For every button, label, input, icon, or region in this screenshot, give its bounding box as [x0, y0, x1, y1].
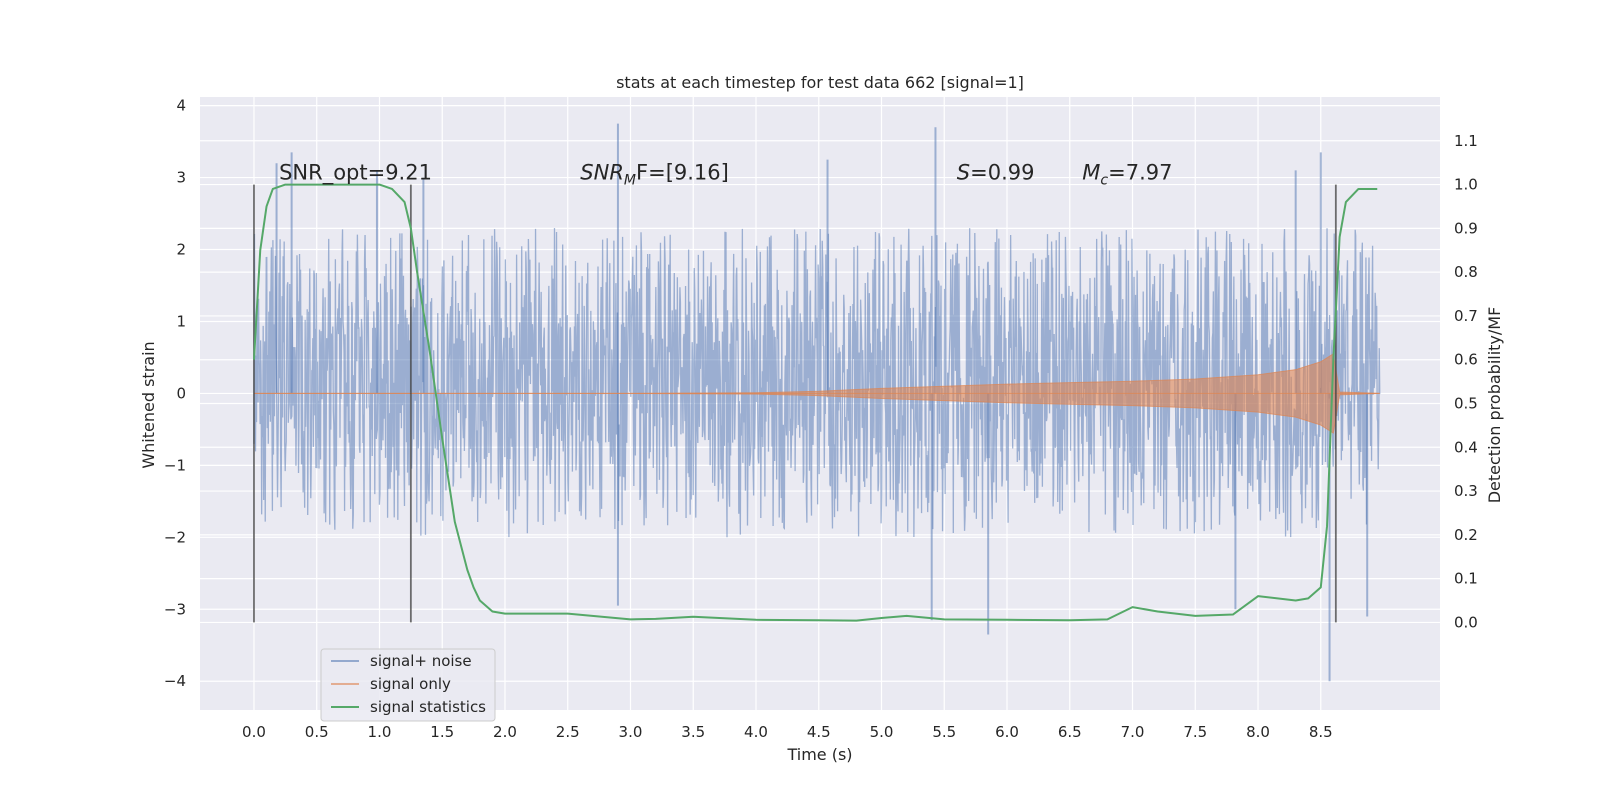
- x-tick-label: 5.5: [932, 723, 956, 741]
- y2-tick-label: 0.2: [1454, 526, 1478, 544]
- legend-label-stats: signal statistics: [370, 698, 486, 716]
- noise-trace: [253, 227, 1381, 538]
- x-tick-label: 5.0: [870, 723, 894, 741]
- y2-axis-label: Detection probability/MF: [1485, 307, 1504, 504]
- y2-tick-label: 1.1: [1454, 132, 1478, 150]
- y-tick-label: 2: [176, 241, 186, 259]
- legend-label-signal: signal only: [370, 675, 451, 693]
- x-tick-label: 4.0: [744, 723, 768, 741]
- annotation: Mc=7.97: [1082, 161, 1172, 189]
- x-tick-label: 2.5: [556, 723, 580, 741]
- x-tick-label: 6.0: [995, 723, 1019, 741]
- x-tick-label: 6.5: [1058, 723, 1082, 741]
- x-tick-label: 8.0: [1246, 723, 1270, 741]
- x-tick-label: 4.5: [807, 723, 831, 741]
- annotations: SNR_opt=9.21 SNRMF=[9.16] S=0.99 Mc=7.97: [279, 161, 1172, 189]
- vertical-markers: [253, 184, 1337, 623]
- legend-box: [320, 648, 496, 722]
- y-tick-label: 0: [176, 384, 186, 402]
- x-tick-label: 0.5: [305, 723, 329, 741]
- chart-title: stats at each timestep for test data 662…: [616, 73, 1024, 92]
- y-tick-label: −4: [164, 672, 186, 690]
- x-tick-label: 8.5: [1309, 723, 1333, 741]
- y2-tick-label: 0.6: [1454, 351, 1478, 369]
- y2-tick-label: 0.1: [1454, 570, 1478, 588]
- y2-tick-label: 1.0: [1454, 176, 1478, 194]
- x-tick-label: 1.0: [368, 723, 392, 741]
- y-tick-label: −2: [164, 528, 186, 546]
- x-axis-label: Time (s): [786, 745, 852, 764]
- legend-label-noise: signal+ noise: [370, 652, 472, 670]
- y-tick-label: 3: [176, 169, 186, 187]
- stats-series: [252, 183, 1378, 622]
- x-tick-label: 7.5: [1183, 723, 1207, 741]
- stats-line: [252, 183, 1378, 622]
- annotation: SNRMF=[9.16]: [580, 161, 729, 189]
- x-tick-label: 3.0: [619, 723, 643, 741]
- annotation: S=0.99: [957, 161, 1035, 185]
- y2-tick-label: 0.7: [1454, 307, 1478, 325]
- tick-labels: 0.0 0.5 1.0 1.5 2.0 2.5 3.0 3.5 4.0 4.5 5.0 5.5 6.0 6…: [164, 97, 1478, 741]
- y2-tick-label: 0.9: [1454, 219, 1478, 237]
- y2-tick-label: 0.3: [1454, 482, 1478, 500]
- y-tick-label: −1: [164, 456, 186, 474]
- x-tick-label: 1.5: [430, 723, 454, 741]
- x-tick-label: 0.0: [242, 723, 266, 741]
- y2-tick-label: 0.0: [1454, 613, 1478, 631]
- x-tick-label: 2.0: [493, 723, 517, 741]
- x-tick-label: 7.0: [1121, 723, 1145, 741]
- annotation: SNR_opt=9.21: [279, 161, 432, 186]
- y2-tick-label: 0.8: [1454, 263, 1478, 281]
- y-tick-label: −3: [164, 600, 186, 618]
- y2-tick-label: 0.5: [1454, 395, 1478, 413]
- noise-series: [253, 123, 1381, 682]
- y-tick-label: 4: [176, 97, 186, 115]
- y-axis-label: Whitened strain: [139, 341, 158, 468]
- signal-series: [253, 353, 1380, 434]
- y-tick-label: 1: [176, 312, 186, 330]
- x-tick-label: 3.5: [681, 723, 705, 741]
- legend: signal+ noise signal only signal statist…: [320, 648, 496, 722]
- y2-tick-label: 0.4: [1454, 438, 1478, 456]
